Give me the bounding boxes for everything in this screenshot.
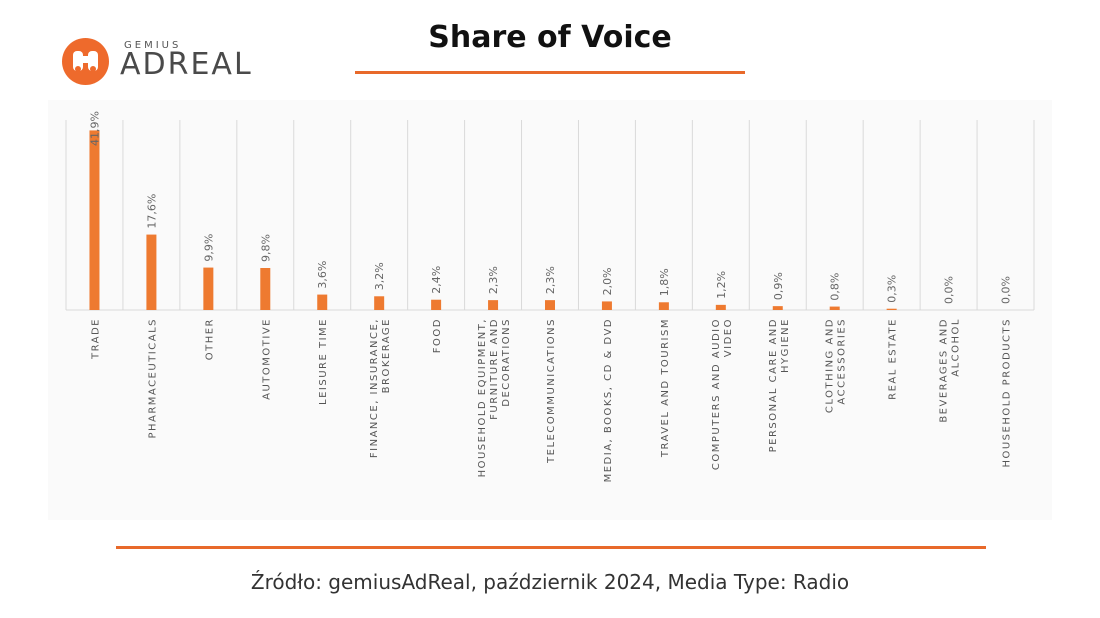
category-label-3: OTHER: [204, 318, 215, 360]
category-label-line: LEISURE TIME: [318, 318, 329, 405]
category-label-17: HOUSEHOLD PRODUCTS: [1002, 318, 1013, 468]
category-label-10: MEDIA, BOOKS, CD & DVD: [603, 318, 614, 482]
category-label-line: OTHER: [204, 318, 215, 360]
category-label-line: PHARMACEUTICALS: [147, 318, 158, 439]
category-label-line: FOOD: [432, 318, 443, 353]
category-label-11: TRAVEL AND TOURISM: [660, 318, 671, 458]
data-label-3: 9,9%: [202, 234, 215, 262]
bar-1: [89, 130, 100, 310]
data-label-9: 2,3%: [544, 266, 557, 294]
data-label-6: 3,2%: [373, 262, 386, 290]
bar-13: [772, 306, 783, 310]
bar-2: [146, 234, 157, 310]
chart-title: Share of Voice: [428, 20, 672, 55]
data-label-14: 0,8%: [829, 273, 842, 301]
bar-6: [374, 296, 385, 310]
bar-3: [203, 267, 214, 310]
category-label-7: FOOD: [432, 318, 443, 353]
category-label-line: HOUSEHOLD EQUIPMENT,: [477, 318, 488, 477]
category-label-line: FINANCE, INSURANCE,: [369, 318, 380, 458]
data-label-11: 1,8%: [658, 268, 671, 296]
logo-main-text: ADREAL: [120, 47, 253, 82]
category-label-15: REAL ESTATE: [888, 318, 899, 400]
data-label-5: 3,6%: [316, 261, 329, 289]
category-label-line: ALCOHOL: [951, 318, 962, 377]
category-label-5: LEISURE TIME: [318, 318, 329, 405]
category-label-line: VIDEO: [723, 318, 734, 357]
data-label-17: 0,0%: [1000, 276, 1013, 304]
category-label-line: TRAVEL AND TOURISM: [660, 318, 671, 458]
bar-chart: 41,9% TRADE 17,6% PHARMACEUTICALS 9,9% OTHER 9…: [65, 111, 1035, 482]
bar-9: [545, 300, 555, 310]
data-label-2: 17,6%: [145, 194, 158, 229]
category-label-line: TRADE: [90, 318, 101, 360]
category-label-line: PERSONAL CARE AND: [768, 318, 779, 452]
category-label-14: CLOTHING AND ACCESSORIES: [825, 318, 848, 413]
bottom-divider: [116, 546, 986, 549]
bar-14: [829, 306, 840, 310]
category-label-line: BROKERAGE: [381, 318, 392, 393]
bar-15: [886, 308, 897, 310]
category-label-line: MEDIA, BOOKS, CD & DVD: [603, 318, 614, 482]
category-label-2: PHARMACEUTICALS: [147, 318, 158, 439]
category-label-4: AUTOMOTIVE: [261, 318, 272, 400]
category-label-line: ACCESSORIES: [837, 318, 848, 405]
binoculars-icon: [62, 38, 109, 85]
category-label-line: AUTOMOTIVE: [261, 318, 272, 400]
data-label-12: 1,2%: [715, 271, 728, 299]
chart-area: 41,9% TRADE 17,6% PHARMACEUTICALS 9,9% OTHER 9…: [48, 100, 1052, 520]
data-label-8: 2,3%: [487, 266, 500, 294]
category-label-line: HOUSEHOLD PRODUCTS: [1002, 318, 1013, 468]
bar-10: [601, 301, 612, 310]
category-label-line: HYGIENE: [780, 318, 791, 373]
title-underline: [355, 71, 745, 74]
category-label-13: PERSONAL CARE AND HYGIENE: [768, 318, 791, 452]
data-label-16: 0,0%: [943, 276, 956, 304]
data-label-4: 9,8%: [259, 234, 272, 262]
bar-7: [431, 299, 442, 310]
category-label-8: HOUSEHOLD EQUIPMENT, FURNITURE AND DECORAT…: [477, 318, 512, 477]
bar-4: [260, 268, 271, 310]
adreal-logo: GEMIUS ADREAL: [62, 36, 262, 86]
data-label-15: 0,3%: [886, 275, 899, 303]
category-label-1: TRADE: [90, 318, 101, 360]
data-label-10: 2,0%: [601, 267, 614, 295]
source-note: Źródło: gemiusAdReal, październik 2024, …: [250, 570, 850, 594]
category-label-line: DECORATIONS: [501, 318, 512, 407]
category-label-line: COMPUTERS AND AUDIO: [711, 318, 722, 470]
category-label-line: BEVERAGES AND: [939, 318, 950, 423]
category-label-line: CLOTHING AND: [825, 318, 836, 413]
bar-5: [317, 294, 328, 310]
data-label-1: 41,9%: [88, 111, 101, 146]
bar-8: [488, 300, 499, 310]
category-label-6: FINANCE, INSURANCE, BROKERAGE: [369, 318, 392, 458]
category-label-line: TELECOMMUNICATIONS: [546, 318, 557, 464]
bar-12: [715, 304, 726, 310]
category-label-line: FURNITURE AND: [489, 318, 500, 420]
logo-top-text: GEMIUS: [124, 40, 182, 51]
category-label-line: REAL ESTATE: [888, 318, 899, 400]
data-label-7: 2,4%: [430, 266, 443, 294]
data-label-13: 0,9%: [772, 272, 785, 300]
category-label-16: BEVERAGES AND ALCOHOL: [939, 318, 962, 423]
bar-11: [658, 302, 669, 310]
category-label-12: COMPUTERS AND AUDIO VIDEO: [711, 318, 734, 470]
category-label-9: TELECOMMUNICATIONS: [546, 318, 557, 464]
